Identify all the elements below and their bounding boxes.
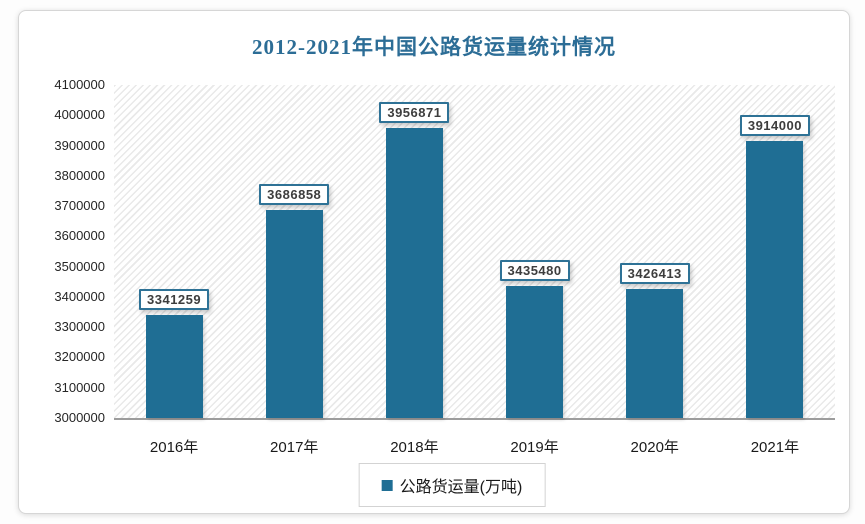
bar-2019 — [506, 286, 564, 418]
bar-2020 — [626, 288, 684, 418]
bar-value-label: 3914000 — [739, 115, 810, 137]
bar-group-2021: 3914000 — [715, 85, 835, 418]
x-axis-label-2018: 2018年 — [390, 439, 439, 456]
x-axis-label-2019: 2019年 — [510, 439, 559, 456]
chart-card: 2012-2021年中国公路货运量统计情况 4100000 4000000 3900… — [18, 10, 850, 514]
bar-value-label: 3341259 — [139, 288, 210, 310]
legend: 公路货运量(万吨) — [358, 463, 546, 507]
bar-group-2020: 3426413 — [595, 85, 715, 418]
bar-value-label: 3435480 — [499, 260, 570, 282]
y-axis-tick-label: 3300000 — [54, 319, 105, 335]
bar-group-2017: 3686858 — [234, 85, 354, 418]
y-axis-tick-label: 3800000 — [54, 167, 105, 183]
legend-marker-icon — [381, 479, 393, 491]
y-axis-tick-label: 3100000 — [54, 379, 105, 395]
y-axis-tick-label: 3400000 — [54, 288, 105, 304]
bar-value-label: 3686858 — [259, 184, 330, 206]
y-axis-tick-label: 3600000 — [54, 228, 105, 244]
y-axis-tick-label: 3700000 — [54, 198, 105, 214]
y-axis-tick-label: 4000000 — [54, 107, 105, 123]
plot-area: 3341259 3686858 3956871 3435480 3426413 39140… — [114, 85, 835, 420]
x-axis: 2016年 2017年 2018年 2019年 2020年 2021年 — [114, 437, 835, 459]
y-axis-tick-label: 3000000 — [54, 410, 105, 425]
bar-2017 — [265, 210, 323, 418]
bar-value-label: 3426413 — [619, 262, 690, 284]
bar-2021 — [746, 141, 804, 418]
y-axis-tick-label: 4100000 — [54, 77, 105, 92]
legend-label: 公路货运量(万吨) — [399, 479, 523, 496]
bar-group-2019: 3435480 — [475, 85, 595, 418]
bar-2016 — [145, 314, 203, 418]
x-axis-label-2020: 2020年 — [630, 439, 679, 456]
y-axis-tick-label: 3900000 — [54, 137, 105, 153]
bar-2018 — [385, 128, 443, 418]
y-axis-tick-label: 3500000 — [54, 258, 105, 274]
bar-group-2018: 3956871 — [354, 85, 474, 418]
x-axis-label-2017: 2017年 — [270, 439, 319, 456]
chart-title: 2012-2021年中国公路货运量统计情况 — [252, 35, 616, 59]
bar-group-2016: 3341259 — [114, 85, 234, 418]
y-axis-tick-label: 3200000 — [54, 349, 105, 365]
x-axis-label-2021: 2021年 — [750, 439, 800, 456]
y-axis: 4100000 4000000 3900000 3800000 3700000 36000… — [19, 77, 107, 425]
bar-value-label: 3956871 — [379, 102, 450, 124]
x-axis-label-2016: 2016年 — [149, 439, 199, 456]
